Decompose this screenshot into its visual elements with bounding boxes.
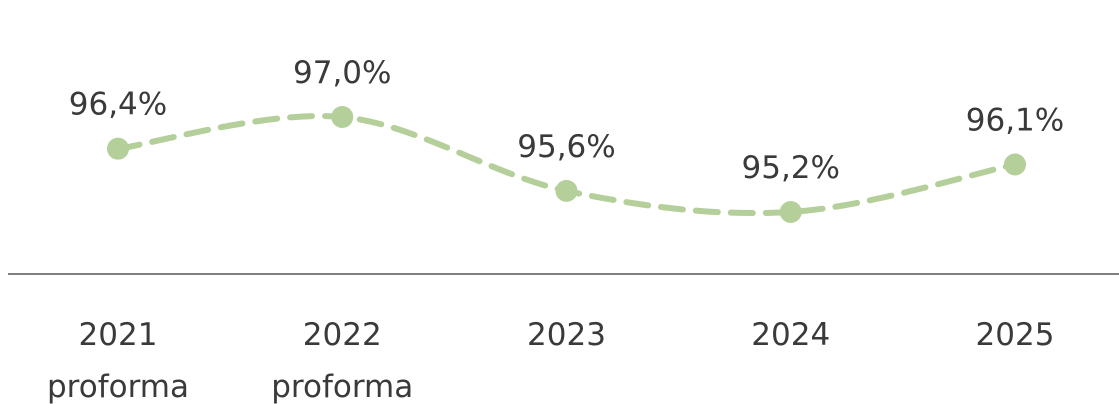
x-tick-label-line: 2024	[751, 317, 830, 353]
x-tick-label-line: 2023	[527, 317, 606, 353]
x-tick-label-line: proforma	[47, 369, 189, 404]
x-tick-label: 2023	[527, 317, 606, 353]
value-label: 95,6%	[517, 129, 615, 165]
value-label: 96,1%	[966, 103, 1064, 139]
x-tick-label-line: 2021	[79, 317, 158, 353]
x-tick-label-line: 2025	[976, 317, 1055, 353]
point	[331, 106, 354, 128]
x-tick-label: 2022 proforma	[271, 317, 413, 404]
point	[779, 201, 802, 223]
value-label: 95,2%	[742, 150, 840, 186]
value-label: 97,0%	[293, 55, 391, 91]
point	[555, 179, 578, 202]
x-tick-label: 2024	[751, 317, 830, 353]
x-tick-label-line: proforma	[271, 369, 413, 404]
point	[107, 137, 129, 160]
value-label: 96,4%	[69, 87, 167, 123]
point	[1004, 153, 1026, 176]
x-tick-label-line: 2022	[303, 317, 382, 353]
x-tick-label: 2025	[976, 317, 1055, 353]
x-tick-label: 2021 proforma	[47, 317, 189, 404]
